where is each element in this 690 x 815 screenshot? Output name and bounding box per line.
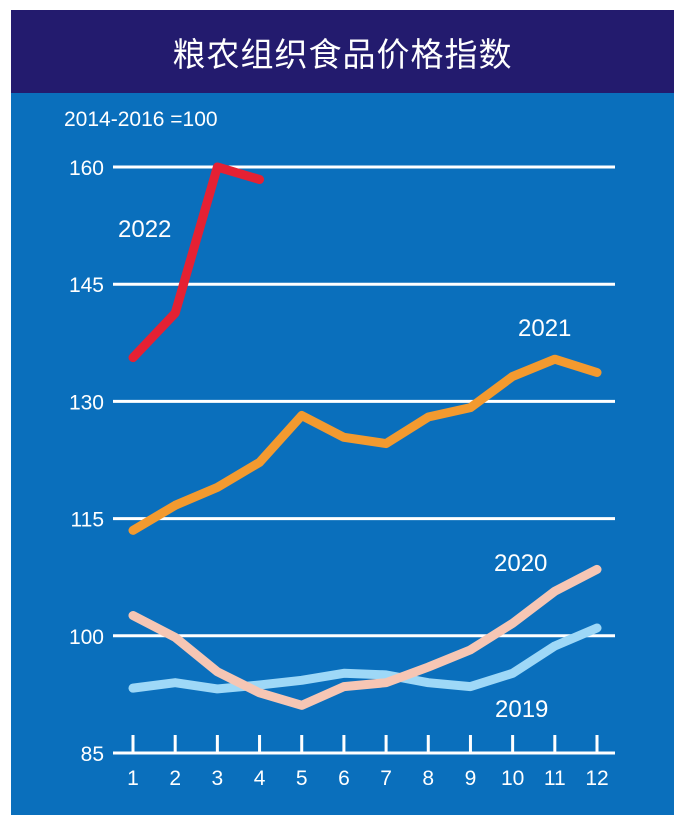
- series-lines: [128, 162, 602, 710]
- x-tick-label: 5: [296, 767, 308, 790]
- series-label-2020: 2020: [494, 550, 547, 577]
- x-tick-label: 10: [501, 767, 524, 790]
- chart-title: 粮农组织食品价格指数: [172, 34, 513, 74]
- series-line-2021: [128, 354, 602, 535]
- chart-panel: [11, 10, 674, 815]
- x-tick-label: 4: [254, 767, 266, 790]
- x-tick-label: 11: [544, 767, 566, 790]
- grid-lines: [113, 165, 615, 755]
- x-tick-label: 2: [169, 767, 181, 790]
- x-tick-label: 12: [585, 767, 608, 790]
- series-labels: 2022 2021 2020 2019: [118, 216, 571, 723]
- series-label-2019: 2019: [495, 696, 548, 723]
- x-tick-label: 7: [380, 767, 392, 790]
- y-tick-label: 115: [71, 509, 104, 532]
- x-tick-label: 6: [338, 767, 350, 790]
- y-tick-label: 130: [69, 391, 104, 414]
- series-line-2019: [128, 623, 602, 694]
- series-label-2022: 2022: [118, 216, 171, 243]
- chart-header: 粮农组织食品价格指数: [11, 10, 674, 93]
- y-axis-ticks: 85 100 115 130 145 160: [69, 157, 104, 766]
- y-tick-label: 85: [81, 743, 104, 766]
- x-axis-ticks: 1 2 3 4 5 6 7 8 9 10 11 12: [127, 735, 609, 790]
- series-line-2020: [128, 564, 602, 710]
- chart-subtitle: 2014-2016 =100: [64, 108, 218, 131]
- x-tick-label: 9: [465, 767, 477, 790]
- x-tick-label: 8: [422, 767, 434, 790]
- y-tick-label: 160: [69, 157, 104, 180]
- x-tick-label: 1: [127, 767, 139, 790]
- y-tick-label: 145: [69, 274, 104, 297]
- y-tick-label: 100: [69, 626, 104, 649]
- series-label-2021: 2021: [518, 315, 571, 342]
- x-tick-label: 3: [212, 767, 224, 790]
- series-line-2022: [128, 162, 265, 363]
